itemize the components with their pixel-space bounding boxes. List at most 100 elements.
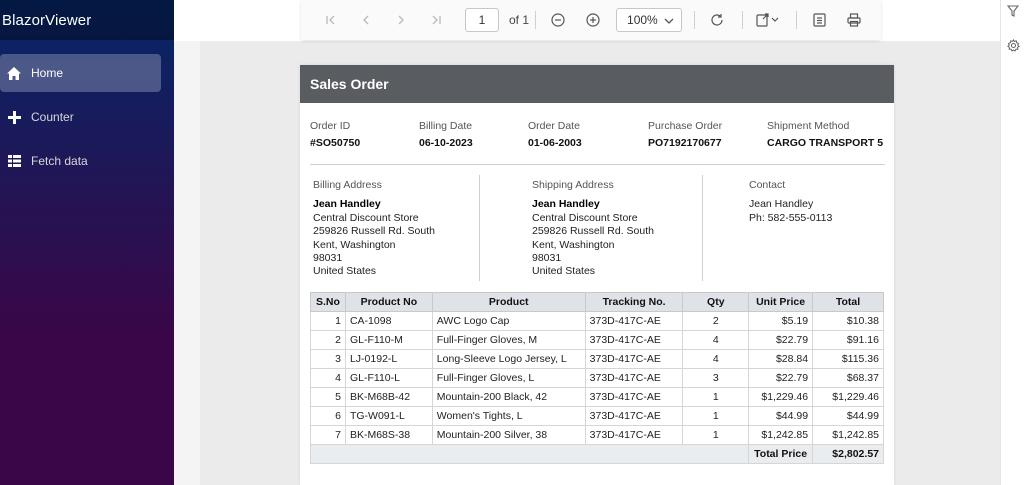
address-section: Billing Address Jean Handley Central Dis…	[310, 165, 885, 285]
sidebar-item-home[interactable]: Home	[0, 54, 161, 92]
table-row: 6 TG-W091-L Women's Tights, L 373D-417C-AE 1…	[310, 406, 884, 426]
column-header: Unit Price	[748, 292, 814, 312]
chevron-down-icon	[664, 13, 674, 27]
row-total: $68.37	[812, 368, 884, 388]
purchase-order-label: Purchase Order	[648, 120, 723, 132]
zoom-value: 100%	[627, 13, 658, 27]
row-tracking-no: 373D-417C-AE	[584, 349, 684, 369]
right-panel	[1000, 0, 1024, 485]
last-page-button[interactable]	[424, 8, 448, 32]
report-page: Sales Order Order ID #SO50750 Billing Da…	[300, 65, 894, 485]
viewer-toolbar: of 1 100%	[301, 0, 881, 40]
billing-address-label: Billing Address	[313, 179, 382, 191]
row-tracking-no: 373D-417C-AE	[584, 425, 684, 445]
row-sno: 3	[310, 349, 346, 369]
filter-icon[interactable]	[1005, 3, 1021, 19]
gear-icon[interactable]	[1005, 37, 1021, 53]
row-product: Full-Finger Gloves, L	[431, 368, 586, 388]
print-button[interactable]	[842, 8, 866, 32]
row-product-no: BK-M68S-38	[344, 425, 433, 445]
purchase-order-field: Purchase Order PO7192170677	[648, 120, 722, 149]
report-title: Sales Order	[300, 65, 894, 103]
column-header: Qty	[682, 292, 750, 312]
row-product: Mountain-200 Silver, 38	[431, 425, 586, 445]
viewer-gutter	[174, 41, 200, 485]
row-qty: 1	[682, 406, 750, 426]
row-total: $10.38	[812, 311, 884, 331]
column-header: Product	[431, 292, 586, 312]
page-number-input[interactable]	[465, 8, 499, 32]
next-page-button[interactable]	[389, 8, 413, 32]
row-total: $115.36	[812, 349, 884, 369]
billing-line: Kent, Washington	[313, 238, 396, 251]
shipping-line: Kent, Washington	[532, 238, 615, 251]
row-qty: 2	[682, 311, 750, 331]
plus-icon	[6, 109, 22, 125]
column-header: Total	[812, 292, 884, 312]
sidebar: BlazorViewer Home Counter Fetch data	[0, 0, 174, 485]
sidebar-item-label: Home	[31, 66, 64, 80]
column-header: S.No	[310, 292, 346, 312]
row-product: Full-Finger Gloves, M	[431, 330, 586, 350]
first-page-button[interactable]	[319, 8, 343, 32]
row-tracking-no: 373D-417C-AE	[584, 330, 684, 350]
toolbar-separator	[742, 11, 744, 29]
order-date-value: 01-06-2003	[528, 137, 582, 149]
previous-page-button[interactable]	[354, 8, 378, 32]
page-count-label: of 1	[509, 13, 530, 27]
row-sno: 2	[310, 330, 346, 350]
table-row: 1 CA-1098 AWC Logo Cap 373D-417C-AE 2 $5.19 $1…	[310, 311, 884, 331]
billing-line: 98031	[313, 252, 343, 265]
total-label: Total Price	[748, 444, 814, 464]
row-unit-price: $1,242.85	[748, 425, 814, 445]
row-product-no: LJ-0192-L	[344, 349, 433, 369]
billing-line: United States	[313, 265, 377, 278]
contact-phone: Ph: 582-555-0113	[749, 211, 833, 224]
divider	[479, 175, 480, 281]
row-total: $1,242.85	[812, 425, 884, 445]
sidebar-item-counter[interactable]: Counter	[0, 98, 161, 136]
order-id-value: #SO50750	[310, 137, 361, 149]
order-id-label: Order ID	[310, 120, 351, 132]
toolbar-separator	[694, 11, 696, 29]
order-date-field: Order Date 01-06-2003	[528, 120, 582, 149]
row-product: AWC Logo Cap	[431, 311, 586, 331]
row-sno: 5	[310, 387, 346, 407]
row-product-no: BK-M68B-42	[344, 387, 433, 407]
zoom-dropdown[interactable]: 100%	[616, 8, 683, 32]
row-product: Mountain-200 Black, 42	[431, 387, 586, 407]
row-unit-price: $22.79	[748, 330, 814, 350]
row-unit-price: $22.79	[748, 368, 814, 388]
row-total: $44.99	[812, 406, 884, 426]
print-layout-button[interactable]	[807, 8, 831, 32]
table-row: 2 GL-F110-M Full-Finger Gloves, M 373D-417C…	[310, 330, 884, 350]
table-header-row: S.No Product No Product Tracking No. Qty…	[310, 292, 884, 312]
app-title[interactable]: BlazorViewer	[0, 0, 174, 40]
row-sno: 7	[310, 425, 346, 445]
shipping-line: Central Discount Store	[532, 211, 638, 224]
shipping-line: 259826 Russell Rd. South	[532, 225, 654, 238]
sidebar-item-label: Fetch data	[31, 154, 88, 168]
shipment-method-value: CARGO TRANSPORT 5	[767, 137, 884, 149]
billing-date-label: Billing Date	[419, 120, 473, 132]
refresh-button[interactable]	[705, 8, 729, 32]
row-product: Women's Tights, L	[431, 406, 586, 426]
row-unit-price: $28.84	[748, 349, 814, 369]
shipping-address: Shipping Address Jean Handley Central Di…	[532, 179, 654, 279]
row-sno: 6	[310, 406, 346, 426]
row-unit-price: $1,229.46	[748, 387, 814, 407]
table-row: 5 BK-M68B-42 Mountain-200 Black, 42 373D-41…	[310, 387, 884, 407]
order-date-label: Order Date	[528, 120, 580, 132]
sidebar-item-label: Counter	[31, 110, 74, 124]
report-viewer: of 1 100% Sales Order	[174, 0, 1000, 485]
billing-address: Billing Address Jean Handley Central Dis…	[313, 179, 435, 279]
zoom-out-button[interactable]	[546, 8, 570, 32]
contact-label: Contact	[749, 179, 786, 191]
row-unit-price: $44.99	[748, 406, 814, 426]
billing-date-field: Billing Date 06-10-2023	[419, 120, 473, 149]
sidebar-item-fetch-data[interactable]: Fetch data	[0, 142, 161, 180]
billing-name: Jean Handley	[313, 198, 381, 211]
zoom-in-button[interactable]	[581, 8, 605, 32]
export-button[interactable]	[753, 8, 783, 32]
table-row: 3 LJ-0192-L Long-Sleeve Logo Jersey, L 373D…	[310, 349, 884, 369]
